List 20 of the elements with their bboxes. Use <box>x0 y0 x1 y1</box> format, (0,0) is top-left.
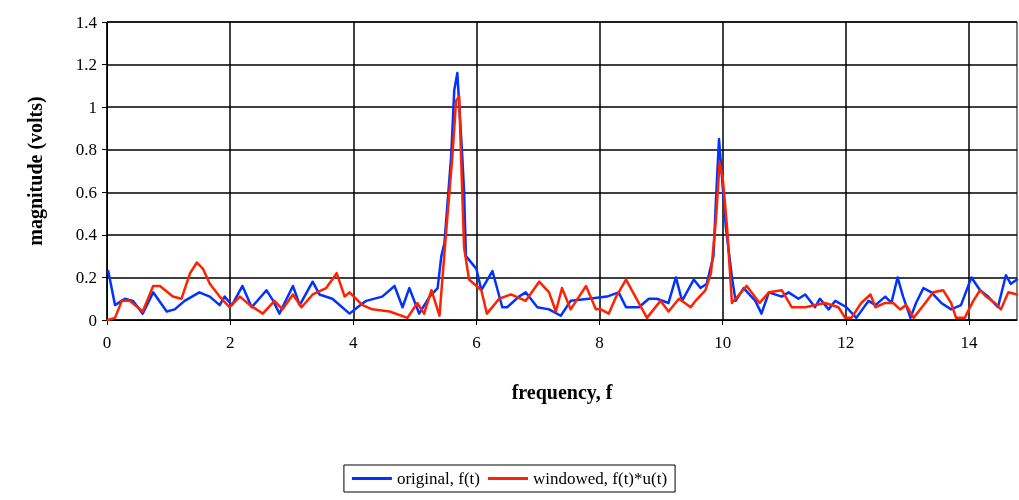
x-tick-label: 0 <box>102 333 112 352</box>
y-tick-label: 1 <box>88 97 97 117</box>
y-tick-label: 1.2 <box>75 55 97 75</box>
x-tick-label: 2 <box>225 333 235 352</box>
y-tick-label: 1.4 <box>75 12 98 32</box>
legend-label: original, f(t) <box>396 469 481 488</box>
x-tick-label: 10 <box>714 333 732 352</box>
y-tick-label: 0.8 <box>75 140 97 160</box>
x-axis-title: frequency, f <box>511 381 613 404</box>
x-tick-label: 12 <box>837 333 855 352</box>
x-tick-label: 4 <box>349 333 359 352</box>
y-axis-title: magnitude (volts) <box>24 96 47 246</box>
y-tick-label: 0 <box>88 310 97 330</box>
y-tick-label: 0.2 <box>75 267 97 287</box>
y-tick-label: 0.6 <box>75 182 97 202</box>
x-tick-label: 8 <box>595 333 604 352</box>
x-tick-label: 14 <box>960 333 978 352</box>
y-tick-label: 0.4 <box>75 225 98 245</box>
legend-label: windowed, f(t)*u(t) <box>533 469 668 488</box>
x-tick-label: 6 <box>472 333 481 352</box>
